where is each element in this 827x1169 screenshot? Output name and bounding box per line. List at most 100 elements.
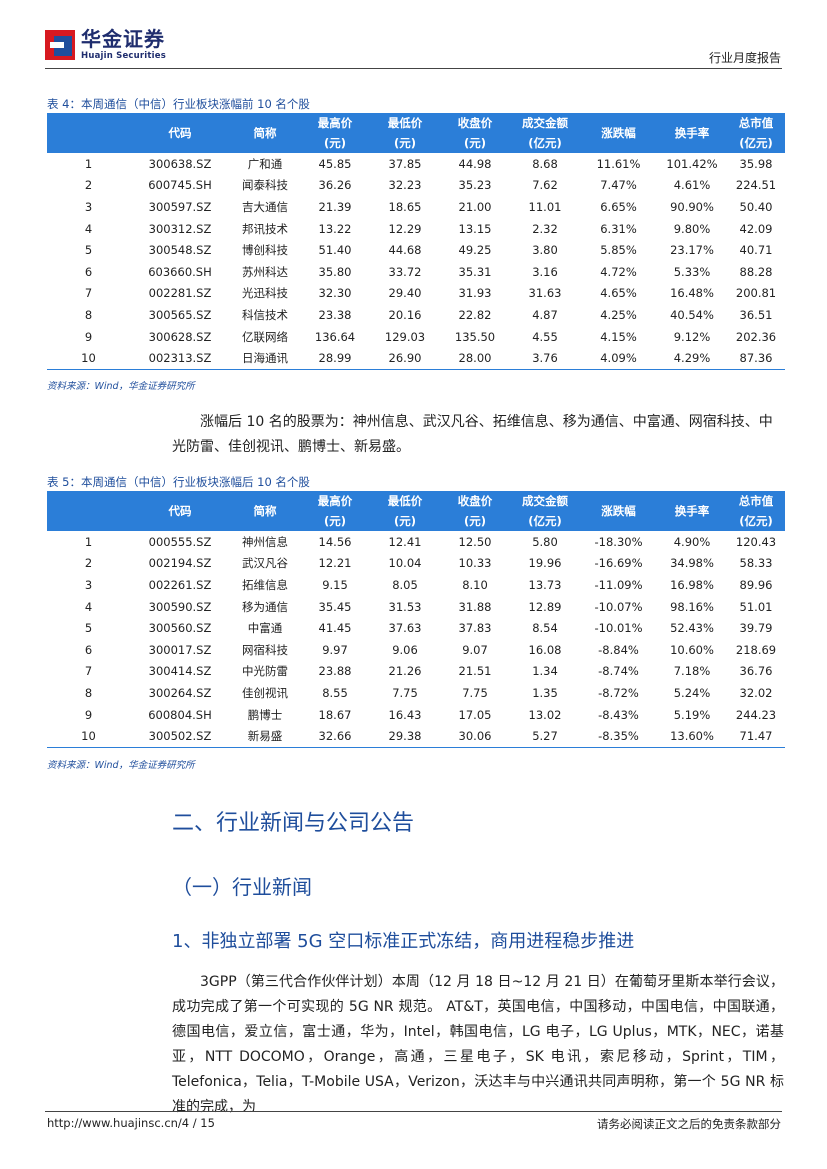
cell-change: 4.15% bbox=[600, 329, 637, 344]
cell-turnover: 13.60% bbox=[657, 725, 727, 748]
cell-mcap: 35.98 bbox=[739, 156, 773, 171]
cell-mcap: 218.69 bbox=[735, 642, 777, 657]
cell-rank: 5 bbox=[84, 621, 93, 636]
cell-amount: 2.32 bbox=[532, 221, 558, 236]
cell-high: 9.97 bbox=[322, 642, 348, 657]
cell-code: 300597.SZ bbox=[148, 199, 212, 214]
cell-high: 18.67 bbox=[318, 707, 352, 722]
header-mcap-unit: (亿元) bbox=[727, 133, 785, 153]
header-amount-unit: (亿元) bbox=[510, 511, 580, 531]
cell-low: 21.26 bbox=[388, 664, 422, 679]
cell-code: 300414.SZ bbox=[148, 664, 212, 679]
header-turnover: 换手率 bbox=[657, 113, 727, 153]
cell-high: 41.45 bbox=[318, 621, 352, 636]
cell-close: 13.15 bbox=[458, 221, 492, 236]
cell-change: 4.65% bbox=[600, 286, 637, 301]
header-change: 涨跌幅 bbox=[580, 113, 657, 153]
cell-rank: 1 bbox=[84, 534, 93, 549]
table-row: 2 002194.SZ 武汉凡谷 12.21 10.04 10.33 19.96 -16.69… bbox=[47, 553, 785, 575]
cell-amount: 13.02 bbox=[528, 707, 562, 722]
table-row: 7 002281.SZ 光迅科技 32.30 29.40 31.93 31.63 4.65% 1… bbox=[47, 283, 785, 305]
cell-close: 8.10 bbox=[462, 577, 488, 592]
cell-low: 12.41 bbox=[388, 534, 422, 549]
cell-high: 35.80 bbox=[318, 264, 352, 279]
cell-mcap: 42.09 bbox=[739, 221, 773, 236]
cell-code: 300017.SZ bbox=[148, 642, 212, 657]
cell-low: 37.63 bbox=[388, 621, 422, 636]
cell-name: 中富通 bbox=[247, 621, 283, 636]
cell-code: 300502.SZ bbox=[130, 725, 230, 748]
cell-rank: 8 bbox=[84, 685, 93, 700]
table-row: 2 600745.SH 闻泰科技 36.26 32.23 35.23 7.62 7.47% 4.… bbox=[47, 175, 785, 197]
company-logo: 华金证券 Huajin Securities bbox=[45, 27, 166, 63]
cell-close: 135.50 bbox=[454, 329, 496, 344]
cell-amount: 5.27 bbox=[510, 725, 580, 748]
header-high: 最高价 bbox=[300, 113, 370, 133]
cell-rank: 9 bbox=[84, 707, 93, 722]
table-row: 9 600804.SH 鹏博士 18.67 16.43 17.05 13.02 -8.43% 5… bbox=[47, 704, 785, 726]
cell-name: 拓维信息 bbox=[242, 577, 288, 592]
cell-low: 10.04 bbox=[388, 556, 422, 571]
header-low: 最低价 bbox=[370, 491, 440, 511]
cell-low: 26.90 bbox=[370, 347, 440, 370]
header-amount: 成交金额 bbox=[510, 491, 580, 511]
cell-name: 广和通 bbox=[247, 156, 283, 171]
table4-source: 资料来源：Wind，华金证券研究所 bbox=[47, 381, 195, 392]
table4-caption: 表 4：本周通信（中信）行业板块涨幅前 10 名个股 bbox=[47, 97, 310, 111]
cell-close: 7.75 bbox=[462, 685, 488, 700]
cell-mcap: 36.51 bbox=[739, 307, 773, 322]
cell-amount: 13.73 bbox=[528, 577, 562, 592]
cell-code: 300560.SZ bbox=[148, 621, 212, 636]
top-losers-table: 代码 简称 最高价 最低价 收盘价 成交金额 涨跌幅 换手率 总市值 (元) (… bbox=[47, 491, 785, 748]
cell-high: 23.38 bbox=[318, 307, 352, 322]
cell-turnover: 10.60% bbox=[670, 642, 714, 657]
cell-amount: 1.35 bbox=[532, 685, 558, 700]
header-index bbox=[47, 491, 130, 531]
header-close: 收盘价 bbox=[440, 491, 510, 511]
cell-name: 中光防雷 bbox=[242, 664, 288, 679]
cell-name: 博创科技 bbox=[242, 243, 288, 258]
cell-turnover: 90.90% bbox=[670, 199, 714, 214]
cell-high: 8.55 bbox=[322, 685, 348, 700]
cell-close: 49.25 bbox=[458, 243, 492, 258]
cell-high: 45.85 bbox=[318, 156, 352, 171]
cell-mcap: 36.76 bbox=[739, 664, 773, 679]
cell-high: 14.56 bbox=[318, 534, 352, 549]
cell-change: -16.69% bbox=[594, 556, 643, 571]
cell-name: 网宿科技 bbox=[242, 642, 288, 657]
cell-amount: 3.16 bbox=[532, 264, 558, 279]
footer-divider bbox=[45, 1111, 782, 1112]
header-code: 代码 bbox=[130, 491, 230, 531]
cell-close: 28.00 bbox=[440, 347, 510, 370]
header-divider bbox=[45, 68, 782, 69]
table-row: 4 300590.SZ 移为通信 35.45 31.53 31.88 12.89 -10.07… bbox=[47, 596, 785, 618]
cell-close: 44.98 bbox=[458, 156, 492, 171]
cell-rank: 6 bbox=[84, 642, 93, 657]
cell-low: 16.43 bbox=[388, 707, 422, 722]
cell-rank: 10 bbox=[47, 725, 130, 748]
cell-change: -8.72% bbox=[598, 685, 639, 700]
cell-high: 28.99 bbox=[300, 347, 370, 370]
cell-code: 002261.SZ bbox=[148, 577, 212, 592]
cell-rank: 10 bbox=[47, 347, 130, 370]
table-row: 7 300414.SZ 中光防雷 23.88 21.26 21.51 1.34 -8.74% 7… bbox=[47, 661, 785, 683]
table-row: 10 002313.SZ 日海通讯 28.99 26.90 28.00 3.76 4.09% 4… bbox=[47, 347, 785, 370]
header-mcap: 总市值 bbox=[727, 491, 785, 511]
cell-turnover: 4.90% bbox=[673, 534, 711, 549]
cell-code: 600745.SH bbox=[148, 178, 212, 193]
cell-rank: 6 bbox=[84, 264, 93, 279]
cell-name: 移为通信 bbox=[242, 599, 288, 614]
report-type: 行业月度报告 bbox=[708, 51, 781, 65]
header-low-unit: (元) bbox=[370, 133, 440, 153]
cell-turnover: 98.16% bbox=[670, 599, 714, 614]
cell-change: 6.65% bbox=[600, 199, 637, 214]
cell-high: 136.64 bbox=[314, 329, 356, 344]
cell-turnover: 23.17% bbox=[670, 243, 714, 258]
header-index bbox=[47, 113, 130, 153]
logo-icon bbox=[45, 30, 75, 60]
header-high-unit: (元) bbox=[300, 511, 370, 531]
cell-name: 光迅科技 bbox=[242, 286, 288, 301]
cell-name: 吉大通信 bbox=[242, 199, 288, 214]
cell-amount: 16.08 bbox=[528, 642, 562, 657]
cell-change: -18.30% bbox=[594, 534, 643, 549]
